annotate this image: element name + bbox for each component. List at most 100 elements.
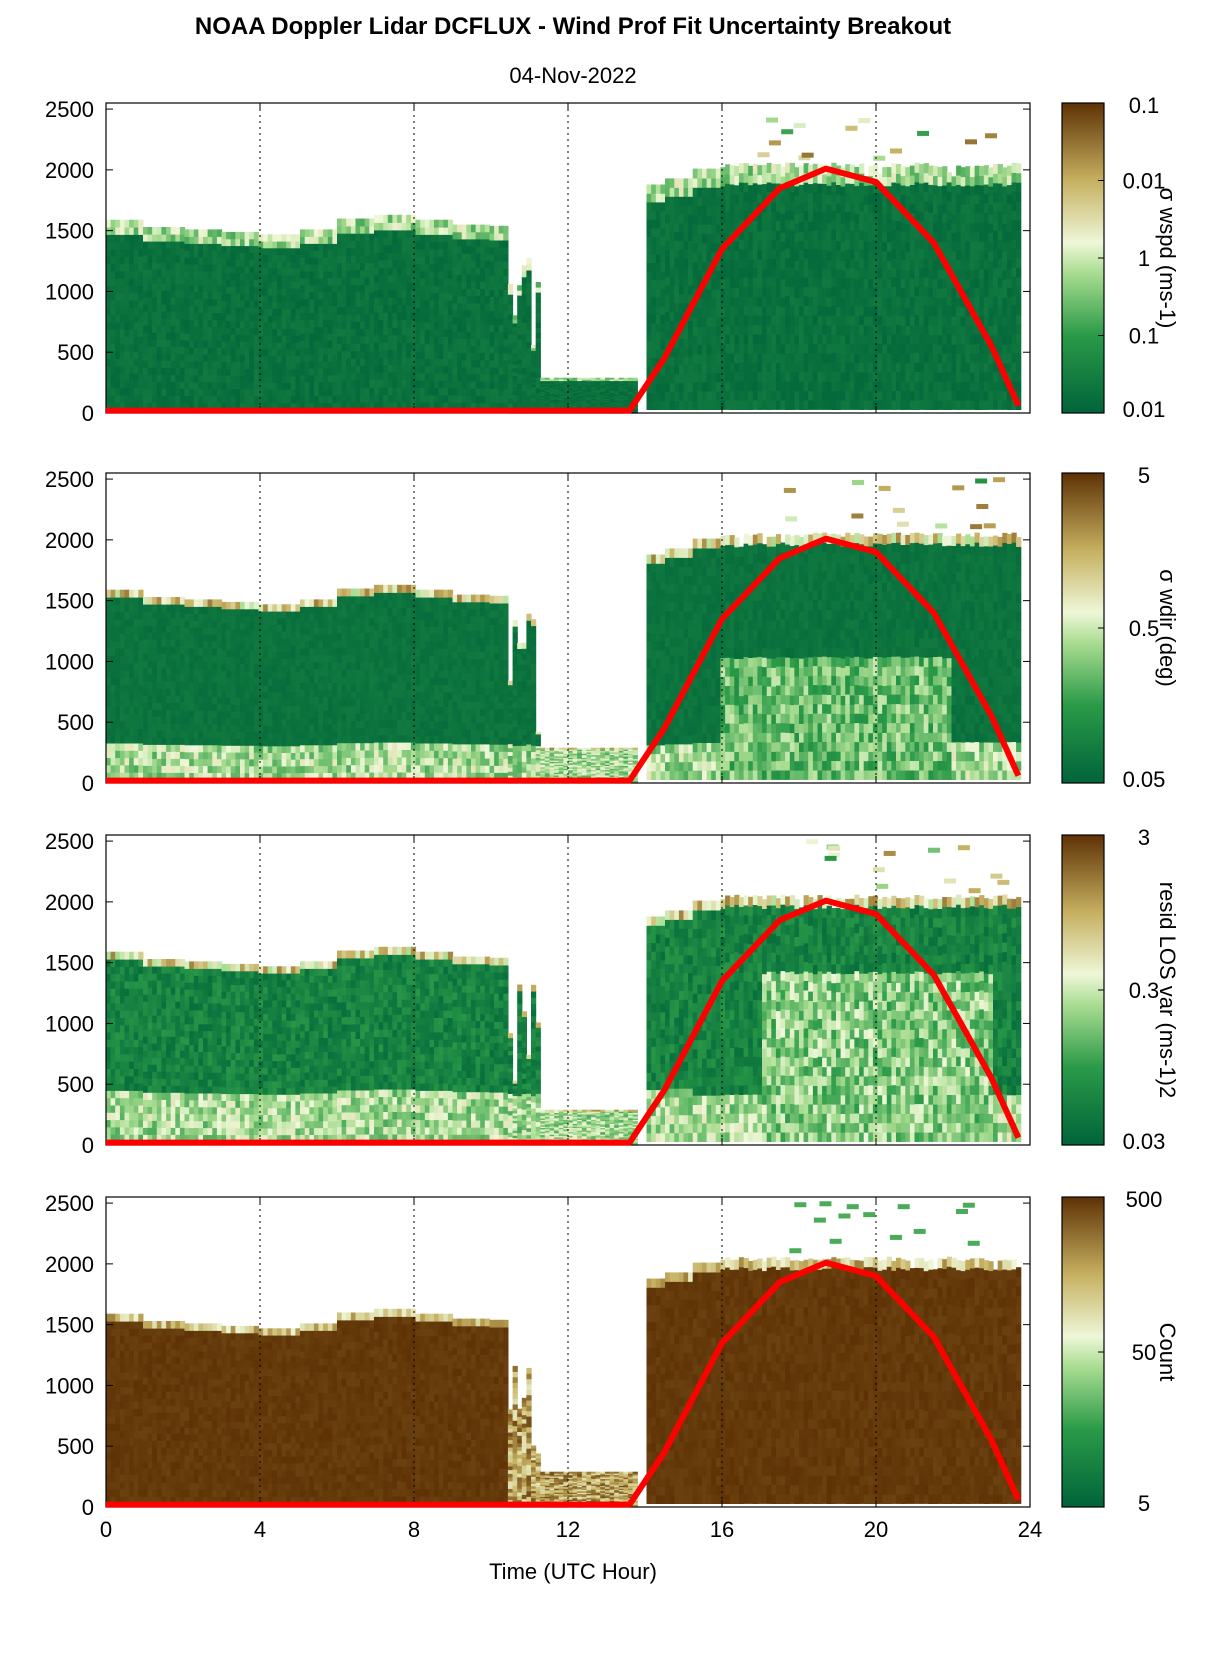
heatmap-cell [406, 312, 412, 321]
heatmap-cell [313, 264, 320, 272]
heatmap-cell [461, 302, 467, 311]
heatmap-cell [711, 363, 717, 373]
heatmap-cell [184, 360, 190, 369]
heatmap-cell [276, 294, 283, 303]
heatmap-cell [429, 314, 435, 323]
heatmap-cell [457, 366, 463, 375]
heatmap-cell [286, 335, 292, 343]
heatmap-cell [434, 372, 440, 381]
heatmap-cell [216, 277, 223, 286]
heatmap-cell [674, 347, 680, 357]
heatmap-cell [410, 222, 417, 231]
heatmap-cell [374, 394, 380, 403]
heatmap-cell [129, 227, 135, 235]
heatmap-cell [115, 270, 121, 279]
heatmap-cell [281, 335, 287, 343]
heatmap-cell [933, 400, 939, 410]
heatmap-cell [549, 394, 555, 396]
heatmap-cell [808, 334, 814, 345]
heatmap-cell [558, 406, 564, 409]
heatmap-cell [614, 383, 620, 386]
heatmap-cell [803, 201, 809, 212]
heatmap-cell [748, 165, 754, 176]
heatmap-cell [836, 203, 842, 214]
heatmap-cell [905, 344, 911, 354]
heatmap-cell [803, 362, 809, 373]
heatmap-cell [785, 276, 791, 287]
heatmap-cell [503, 268, 509, 276]
heatmap-cell [355, 402, 361, 410]
heatmap-cell [272, 402, 278, 410]
heatmap-cell [290, 247, 296, 256]
heatmap-cell [674, 196, 680, 206]
heatmap-cell [937, 334, 943, 345]
heatmap-cell [244, 252, 250, 260]
heatmap-cell [401, 229, 407, 238]
heatmap-cell [249, 245, 255, 253]
heatmap-cell [346, 350, 352, 359]
heatmap-cell [849, 371, 855, 382]
heatmap-cell [674, 311, 680, 322]
heatmap-cell [628, 399, 634, 402]
heatmap-cell [253, 272, 259, 281]
heatmap-cell [591, 381, 597, 384]
heatmap-cell [337, 343, 343, 352]
heatmap-cell [586, 406, 592, 409]
heatmap-cell [295, 294, 301, 303]
heatmap-cell [443, 365, 449, 374]
heatmap-cell [267, 261, 273, 269]
heatmap-cell [591, 394, 597, 396]
heatmap-cell [794, 241, 800, 252]
heatmap-cell [521, 339, 527, 346]
heatmap-cell [230, 382, 236, 390]
heatmap-cell [748, 400, 754, 410]
heatmap-cell [540, 391, 546, 394]
heatmap-cell [438, 365, 444, 374]
heatmap-cell [531, 360, 537, 364]
heatmap-cell [618, 389, 624, 392]
heatmap-cell [276, 247, 283, 256]
heatmap-cell [447, 299, 454, 308]
heatmap-cell [840, 353, 846, 364]
heatmap-cell [799, 381, 805, 392]
heatmap-cell [558, 388, 564, 391]
heatmap-cell [665, 356, 671, 366]
heatmap-cell [300, 326, 306, 334]
heatmap-cell [632, 388, 638, 391]
heatmap-cell [789, 362, 795, 373]
heatmap-cell [660, 374, 666, 385]
heatmap-cell [757, 277, 763, 288]
heatmap-cell [974, 306, 980, 317]
heatmap-cell [240, 307, 246, 315]
heatmap-cell [276, 315, 283, 323]
heatmap-cell [692, 307, 698, 318]
heatmap-cell [471, 338, 477, 346]
heatmap-cell [794, 288, 800, 299]
heatmap-cell [678, 213, 685, 224]
heatmap-cell [540, 400, 546, 403]
heatmap-cell [147, 346, 153, 354]
heatmap-cell [692, 205, 698, 216]
heatmap-cell [674, 320, 680, 330]
heatmap-cell [498, 324, 504, 333]
heatmap-cell [877, 249, 883, 259]
heatmap-cell [605, 388, 611, 391]
heatmap-cell [138, 248, 144, 257]
heatmap-cell [817, 201, 823, 212]
heatmap-cell [591, 402, 597, 405]
heatmap-cell [628, 391, 634, 394]
heatmap-cell [300, 229, 306, 237]
heatmap-cell [563, 388, 569, 391]
heatmap-cell [845, 315, 851, 326]
heatmap-cell [956, 184, 962, 195]
heatmap-cell [452, 295, 458, 304]
heatmap-cell [494, 388, 500, 396]
heatmap-cell [318, 402, 324, 410]
heatmap-cell [646, 314, 652, 324]
heatmap-cell [235, 361, 241, 369]
heatmap-cell [318, 326, 324, 334]
heatmap-cell [808, 230, 814, 241]
heatmap-cell [669, 187, 675, 197]
heatmap-cell [702, 353, 708, 364]
heatmap-cell [276, 348, 283, 357]
